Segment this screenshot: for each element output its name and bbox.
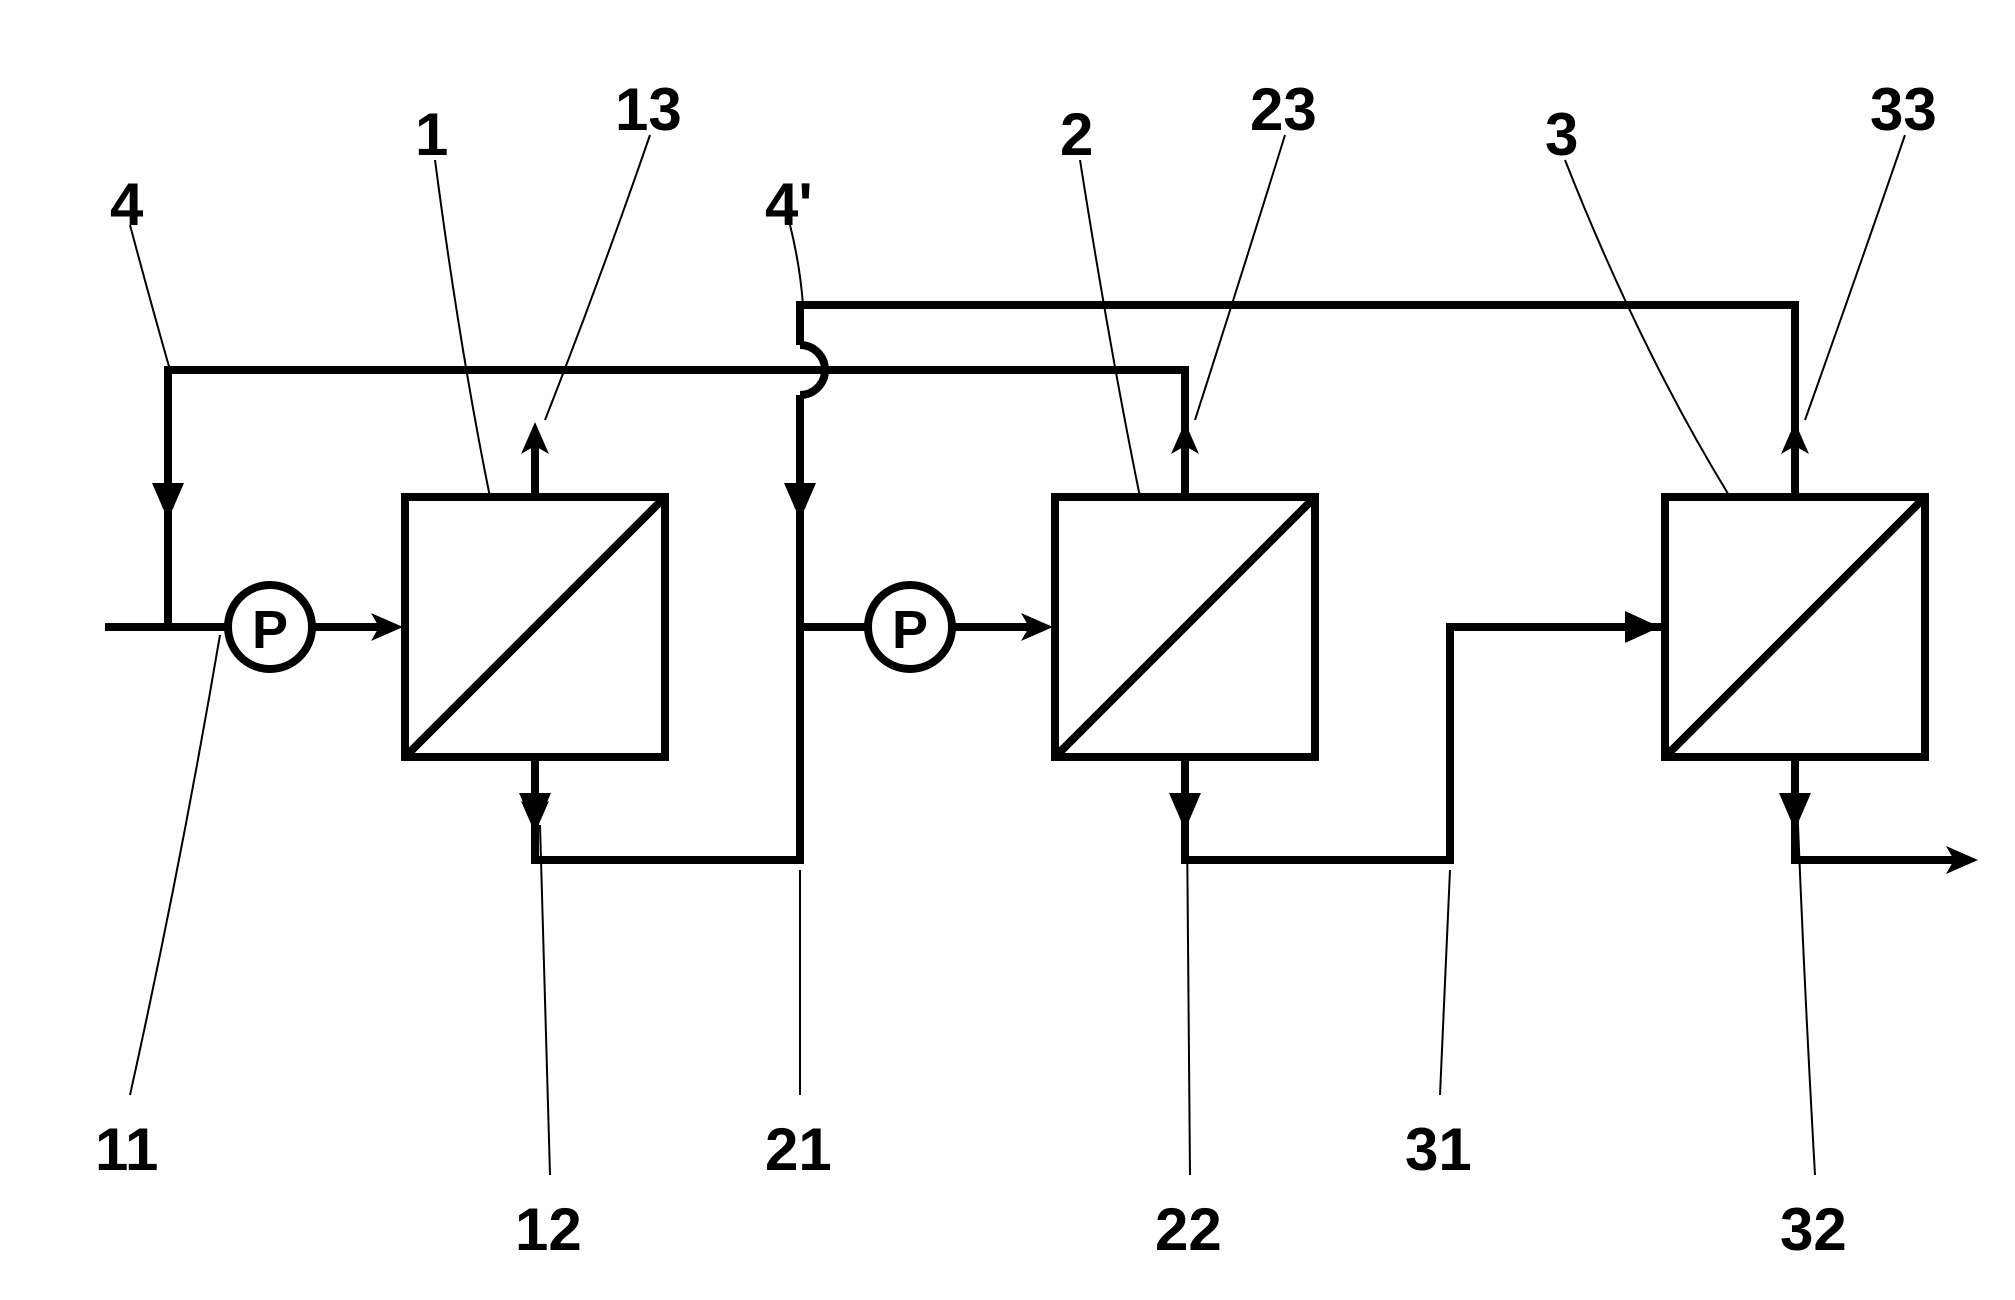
separator-2 [1055,497,1315,757]
svg-text:P: P [252,600,288,660]
lead-31 [1440,870,1450,1095]
label-4p: 4' [765,170,813,239]
arrowhead-22 [1169,793,1201,830]
arrowhead-into-sep3 [1625,611,1660,643]
recycle-line-4p-vert-top [800,305,840,345]
lead-2 [1080,160,1140,497]
lead-3 [1565,160,1730,497]
line-permeate-12-to-21 [535,627,868,860]
arrowhead-recycle-4p [784,483,816,520]
recycle-line-4 [168,370,1185,627]
arrowhead-12 [519,793,551,830]
separator-3 [1665,497,1925,757]
svg-text:P: P [892,600,928,660]
label-13: 13 [615,75,682,144]
label-1: 1 [415,100,448,169]
lead-12 [540,825,550,1175]
label-21: 21 [765,1115,832,1184]
label-23: 23 [1250,75,1317,144]
label-11: 11 [95,1115,158,1184]
lead-32 [1798,825,1815,1175]
lead-11 [130,635,220,1095]
pump-2: P [868,585,952,669]
lead-1 [435,160,490,497]
label-4: 4 [110,170,143,239]
label-32: 32 [1780,1195,1847,1264]
label-22: 22 [1155,1195,1222,1264]
diagram-container: P P [0,0,2015,1295]
pump-1: P [228,585,312,669]
label-31: 31 [1405,1115,1472,1184]
lead-13 [545,135,650,420]
label-2: 2 [1060,100,1093,169]
label-33: 33 [1870,75,1937,144]
arrowhead-32 [1779,793,1811,830]
line-permeate-22-to-31 [1185,627,1665,860]
separator-1 [405,497,665,757]
lead-22 [1187,825,1190,1175]
label-3: 3 [1545,100,1578,169]
arrowhead-recycle-4 [152,483,184,520]
flowchart-svg: P P [0,0,2015,1295]
lead-33 [1805,135,1905,420]
lead-4 [130,225,170,370]
lead-23 [1195,135,1285,420]
label-12: 12 [515,1195,582,1264]
line-permeate-32-out [1795,757,1960,860]
